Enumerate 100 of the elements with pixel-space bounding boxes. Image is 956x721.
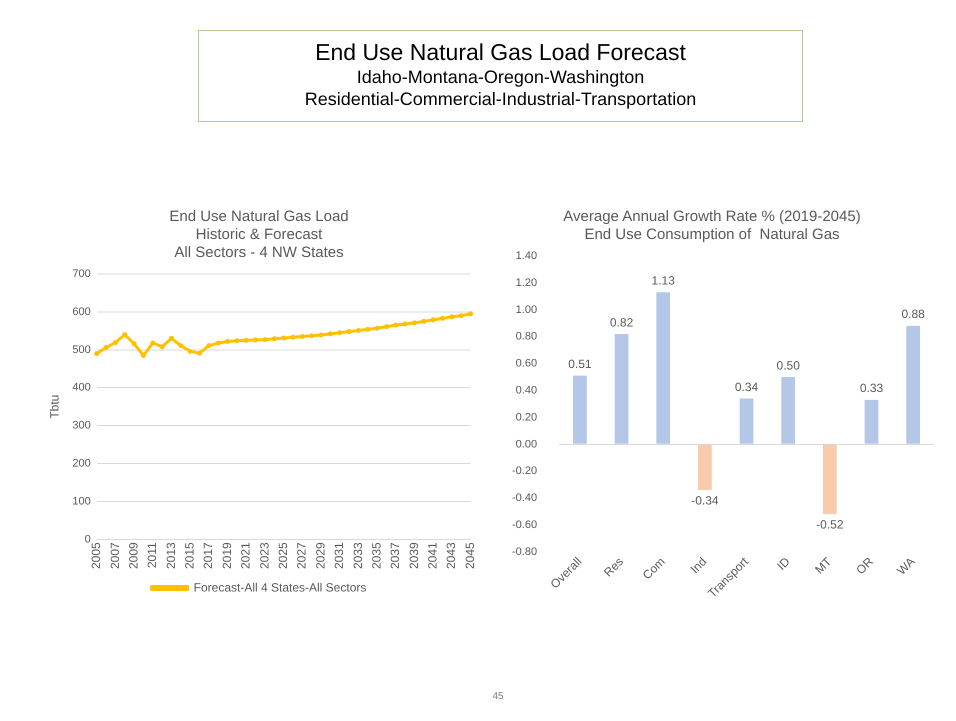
x-tick-label: WA [894, 554, 918, 578]
bar [573, 376, 587, 444]
point [290, 334, 296, 340]
x-tick-label: 2015 [182, 542, 197, 570]
y-tick-label: 200 [72, 458, 91, 470]
bar [864, 400, 878, 444]
x-tick-label: 2029 [313, 542, 328, 570]
y-tick-label: -0.60 [512, 518, 538, 531]
y-tick-label: 700 [72, 268, 91, 280]
y-tick-label: 600 [72, 306, 91, 318]
y-tick-label: 500 [72, 344, 91, 356]
data-label: 0.51 [568, 356, 592, 371]
bar [822, 444, 837, 514]
point [216, 340, 221, 346]
x-tick-label: 2037 [388, 542, 402, 570]
x-tick-label: OR [853, 554, 876, 578]
point [104, 345, 109, 350]
point [430, 317, 436, 322]
y-tick-label: 1.40 [516, 250, 538, 262]
point [337, 330, 342, 336]
point [356, 328, 361, 333]
y-tick-label: 1.00 [516, 304, 538, 316]
y-tick-label: 0.20 [516, 411, 538, 424]
chart-title: End Use Natural Gas Load Historic & Forecast All Sectors - 4 NW States [169, 208, 349, 262]
point [262, 337, 268, 342]
bar [656, 292, 670, 444]
point [402, 322, 408, 327]
point [328, 331, 333, 336]
bar [740, 398, 754, 444]
point [178, 343, 184, 348]
point [281, 336, 286, 341]
point [384, 324, 389, 330]
x-tick-label: 2011 [145, 542, 160, 568]
y-tick-label: 400 [72, 382, 91, 394]
data-label: 0.82 [610, 315, 634, 330]
data-label: -0.34 [691, 493, 719, 508]
y-tick-label: -0.20 [512, 465, 538, 478]
data-label: 0.34 [734, 380, 759, 394]
x-tick-label: 2023 [257, 542, 272, 570]
point [365, 326, 370, 332]
point [393, 322, 398, 328]
x-tick-label: Ind [688, 554, 710, 576]
point [468, 311, 474, 316]
point [225, 338, 230, 344]
x-tick-label: 2017 [201, 542, 216, 570]
point [458, 313, 464, 318]
point [234, 338, 240, 344]
x-tick-label: 2041 [426, 542, 440, 570]
x-tick-label: 2045 [462, 542, 477, 570]
text: Idaho-Montana-Oregon-Washington [356, 67, 646, 88]
x-tick-label: 2039 [406, 542, 421, 570]
y-tick-label: 0 [84, 533, 91, 546]
y-tick-label: 0.00 [516, 438, 538, 450]
point [169, 336, 174, 341]
y-axis-title: Tbtu [48, 394, 62, 419]
point [421, 318, 426, 324]
point [253, 337, 258, 342]
point [188, 348, 193, 354]
x-tick-label: 2005 [89, 542, 104, 570]
x-tick-label: Res [601, 554, 626, 580]
y-tick-label: 300 [72, 420, 91, 432]
y-tick-label: 0.80 [516, 330, 538, 343]
y-tick-label: -0.40 [512, 492, 538, 504]
point [440, 316, 446, 321]
point [160, 344, 165, 350]
x-tick-label: 2021 [238, 542, 253, 570]
y-tick-label: 100 [72, 495, 91, 508]
chart-title: Average Annual Growth Rate % (2019-2045) End Use Consumption of Natural Gas [563, 208, 861, 244]
x-tick-label: 2025 [276, 542, 290, 570]
point [412, 320, 418, 326]
point [309, 333, 314, 338]
point [244, 338, 249, 343]
bar [698, 444, 712, 490]
data-label: 1.13 [652, 274, 676, 288]
legend-label: Forecast-All 4 States-All Sectors [194, 580, 366, 594]
x-tick-label: Com [640, 554, 668, 582]
y-tick-label: 0.60 [516, 358, 538, 370]
x-tick-label: 2033 [350, 542, 365, 570]
text: Residential-Commercial-Industrial-Transportation [304, 89, 698, 110]
x-tick-label: 2007 [108, 542, 122, 570]
point [272, 336, 277, 342]
y-tick-label: 1.20 [516, 276, 538, 289]
y-tick-label: -0.80 [512, 546, 538, 558]
point [206, 343, 212, 348]
data-label: 0.33 [860, 381, 884, 396]
point [112, 340, 118, 346]
bar [614, 334, 628, 444]
x-tick-label: 2019 [220, 542, 234, 570]
x-tick-label: 2031 [332, 542, 346, 570]
text: 45 [491, 691, 505, 702]
point [346, 329, 352, 334]
point [300, 334, 305, 340]
x-tick-label: ID [774, 554, 793, 573]
data-label: 0.88 [901, 307, 926, 322]
bar [906, 326, 920, 444]
x-tick-label: 2027 [294, 542, 309, 570]
data-label: 0.50 [776, 358, 800, 372]
y-tick-label: 0.40 [516, 384, 538, 396]
x-tick-label: 2009 [126, 542, 140, 570]
point [132, 341, 137, 346]
